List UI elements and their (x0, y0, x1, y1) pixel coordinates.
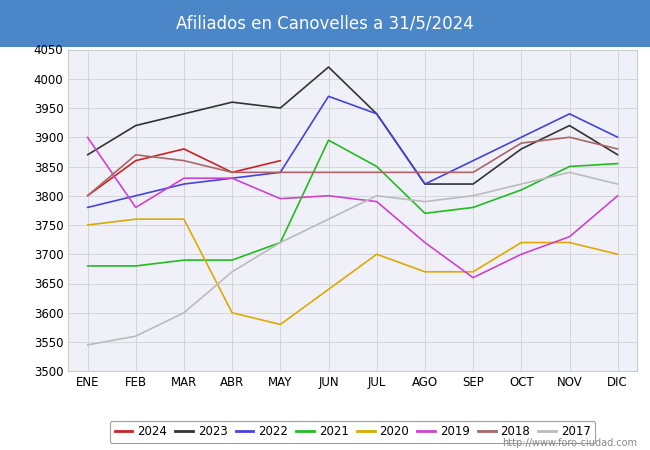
Text: http://www.foro-ciudad.com: http://www.foro-ciudad.com (502, 438, 637, 448)
Text: Afiliados en Canovelles a 31/5/2024: Afiliados en Canovelles a 31/5/2024 (176, 14, 474, 33)
Legend: 2024, 2023, 2022, 2021, 2020, 2019, 2018, 2017: 2024, 2023, 2022, 2021, 2020, 2019, 2018… (110, 421, 595, 443)
